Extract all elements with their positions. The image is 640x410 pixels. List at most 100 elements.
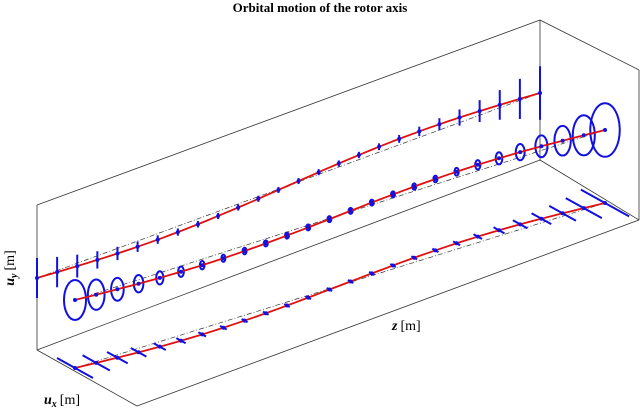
node [477,109,482,114]
chart-title: Orbital motion of the rotor axis [233,0,408,15]
node [195,222,200,227]
node [377,144,382,149]
unit: [m] [60,393,80,408]
node [157,344,162,349]
node [539,144,544,149]
node [221,256,226,261]
node [417,129,422,134]
node [276,187,281,192]
node [391,263,395,268]
node [348,279,353,284]
node [475,162,480,167]
node [175,230,180,235]
node [581,133,586,138]
node [306,295,311,300]
node [336,161,341,166]
node [221,325,226,330]
node [200,332,205,337]
node [369,271,374,276]
node [179,269,183,274]
node [603,128,607,132]
orbit [63,279,87,321]
orbit [571,114,596,157]
node [518,222,523,227]
node [517,96,522,101]
node [179,338,183,343]
node [457,115,462,120]
y-axis-label: uy [m] [3,250,20,285]
node [603,201,607,205]
node [95,257,100,262]
node [94,292,99,297]
node [397,136,402,141]
node [454,169,459,174]
orbit [132,274,145,294]
node [327,287,332,292]
subscript: y [9,273,20,279]
node [75,264,80,269]
node [437,122,442,127]
node [94,360,99,365]
node [581,206,586,211]
symbol: u [44,393,52,408]
node [369,200,374,205]
node [73,366,77,370]
unit: [m] [3,250,18,270]
node [285,233,289,238]
orbit [589,102,621,158]
node [497,156,501,161]
node [236,205,241,210]
orbit [514,143,526,162]
orbit [86,278,106,311]
node [412,255,417,260]
node [115,251,120,256]
orbit [155,270,165,286]
rotor-axis [74,129,606,301]
node [306,225,311,230]
node [200,263,205,268]
node [136,350,141,355]
node [538,91,542,95]
node [348,208,353,213]
rotor-axis [74,202,606,369]
node [560,211,565,216]
orbit [110,276,125,302]
node [327,217,332,222]
subscript: x [51,399,57,410]
node [135,244,140,249]
node [497,102,502,107]
node [157,275,162,280]
symbol: u [3,278,18,286]
unit: [m] [400,319,420,334]
symbol: z [391,319,398,334]
node [539,216,544,221]
node [391,192,395,197]
node [242,249,247,254]
node [115,355,120,360]
node [263,311,268,316]
node [454,241,459,246]
rotor-axis [36,92,541,279]
node [263,241,268,246]
orbit [534,134,549,159]
x-axis-label: ux [m] [44,393,80,410]
node [560,138,565,143]
node [242,318,247,323]
node [216,214,221,219]
node [136,281,141,286]
orbit [553,124,572,157]
node [412,184,417,189]
node [433,176,438,181]
node [55,270,60,275]
node [256,196,261,201]
node [518,150,523,155]
z-axis-label: z [m] [391,319,421,334]
node [316,170,321,175]
node [433,248,438,253]
node [73,298,77,302]
node [356,152,361,157]
node [35,276,39,280]
orbit [494,151,504,166]
node [497,228,501,233]
